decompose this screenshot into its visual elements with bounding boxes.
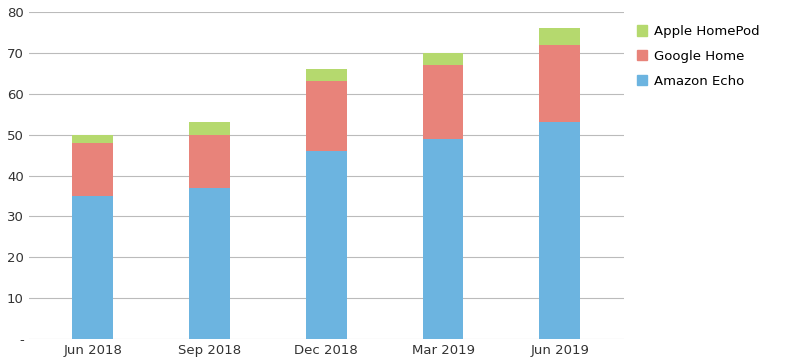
Bar [73,143,114,196]
Bar [189,122,230,135]
Bar [539,28,580,45]
Bar [189,135,230,188]
Bar [189,188,230,339]
Bar [73,196,114,339]
Bar [422,65,463,139]
Bar [73,135,114,143]
Bar [539,45,580,122]
Bar [422,139,463,339]
Bar [422,53,463,65]
Bar [306,151,346,339]
Bar [306,82,346,151]
Bar [306,69,346,82]
Legend: Apple HomePod, Google Home, Amazon Echo: Apple HomePod, Google Home, Amazon Echo [637,25,759,88]
Bar [539,122,580,339]
